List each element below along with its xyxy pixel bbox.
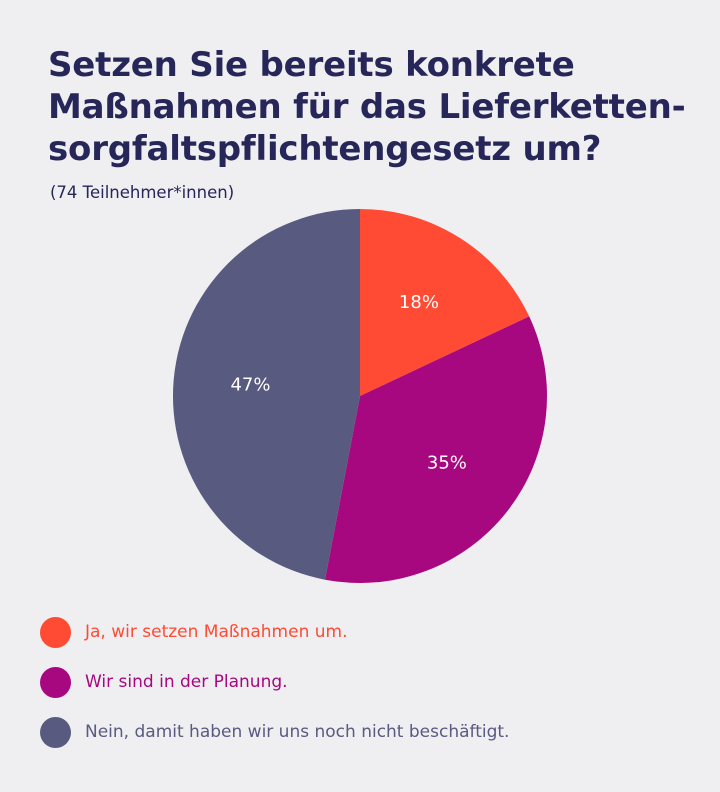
pie-slice-label-1: 18% (399, 292, 439, 313)
legend-swatch-icon (40, 716, 71, 748)
legend-swatch-icon (40, 666, 71, 698)
pie-slice-2 (324, 316, 547, 584)
pie-slice-1 (360, 209, 530, 396)
pie-slice-3 (172, 209, 360, 580)
chart-subtitle: (74 Teilnehmer*innen) (50, 183, 235, 202)
legend-item: Ja, wir setzen Maßnahmen um. (40, 615, 509, 649)
pie-slices (172, 209, 547, 584)
legend-swatch-icon (40, 616, 71, 648)
legend-item: Wir sind in der Planung. (40, 665, 509, 699)
legend-label: Wir sind in der Planung. (85, 672, 288, 692)
pie-slice-label-2: 35% (427, 452, 467, 473)
pie-slice-label-3: 47% (230, 375, 270, 396)
pie-slice-labels: 18% 35% 47% (230, 292, 466, 473)
legend-label: Nein, damit haben wir uns noch nicht bes… (85, 722, 510, 742)
chart-legend: Ja, wir setzen Maßnahmen um. Wir sind in … (40, 615, 509, 765)
legend-label: Ja, wir setzen Maßnahmen um. (85, 622, 348, 642)
legend-item: Nein, damit haben wir uns noch nicht bes… (40, 715, 509, 749)
chart-title: Setzen Sie bereits konkrete Maßnahmen fü… (48, 45, 686, 169)
